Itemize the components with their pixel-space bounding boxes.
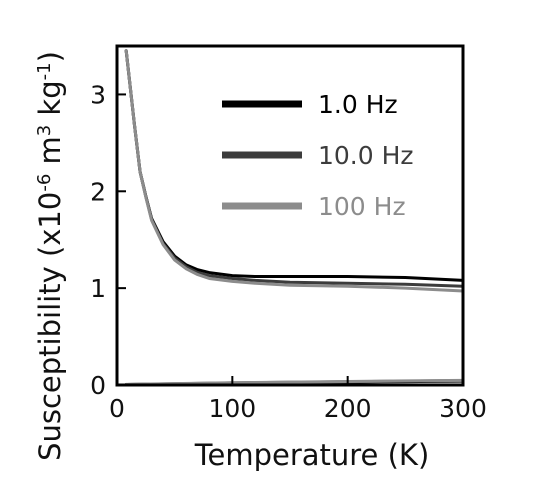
x-axis-ticks: 0 100 200 300	[109, 376, 487, 423]
y-axis-label: Susceptibility (x10-6 m3 kg-1)	[33, 51, 67, 461]
y-axis-label-unit-kg: kg	[33, 80, 67, 124]
plot-frame	[115, 44, 465, 387]
series-line-100-hz-real-part	[124, 49, 465, 293]
x-axis-label: Temperature (K)	[194, 438, 430, 472]
y-tick-label-3: 3	[90, 80, 106, 109]
legend: 1.0 Hz 10.0 Hz 100 Hz	[222, 90, 414, 221]
y-axis-label-main: Susceptibility (x10	[33, 192, 67, 461]
y-axis-label-close: )	[33, 51, 67, 62]
y-axis-label-unit-m: m	[33, 136, 67, 173]
x-tick-label-300: 300	[439, 394, 487, 423]
y-axis-label-exp-3: -1	[34, 62, 55, 80]
y-tick-label-0: 0	[90, 371, 106, 400]
x-tick-label-200: 200	[324, 394, 372, 423]
x-tick-label-0: 0	[109, 394, 125, 423]
y-tick-label-1: 1	[90, 274, 106, 303]
y-axis-label-exp-2: 3	[34, 125, 55, 136]
legend-label-100-hz: 100 Hz	[318, 192, 406, 221]
y-tick-label-2: 2	[90, 177, 106, 206]
y-axis-label-exp-1: -6	[34, 174, 55, 192]
y-axis-ticks: 0 1 2 3	[90, 80, 126, 400]
legend-label-10-0-hz: 10.0 Hz	[318, 141, 414, 170]
x-tick-label-100: 100	[208, 394, 256, 423]
legend-label-1-0-hz: 1.0 Hz	[318, 90, 398, 119]
